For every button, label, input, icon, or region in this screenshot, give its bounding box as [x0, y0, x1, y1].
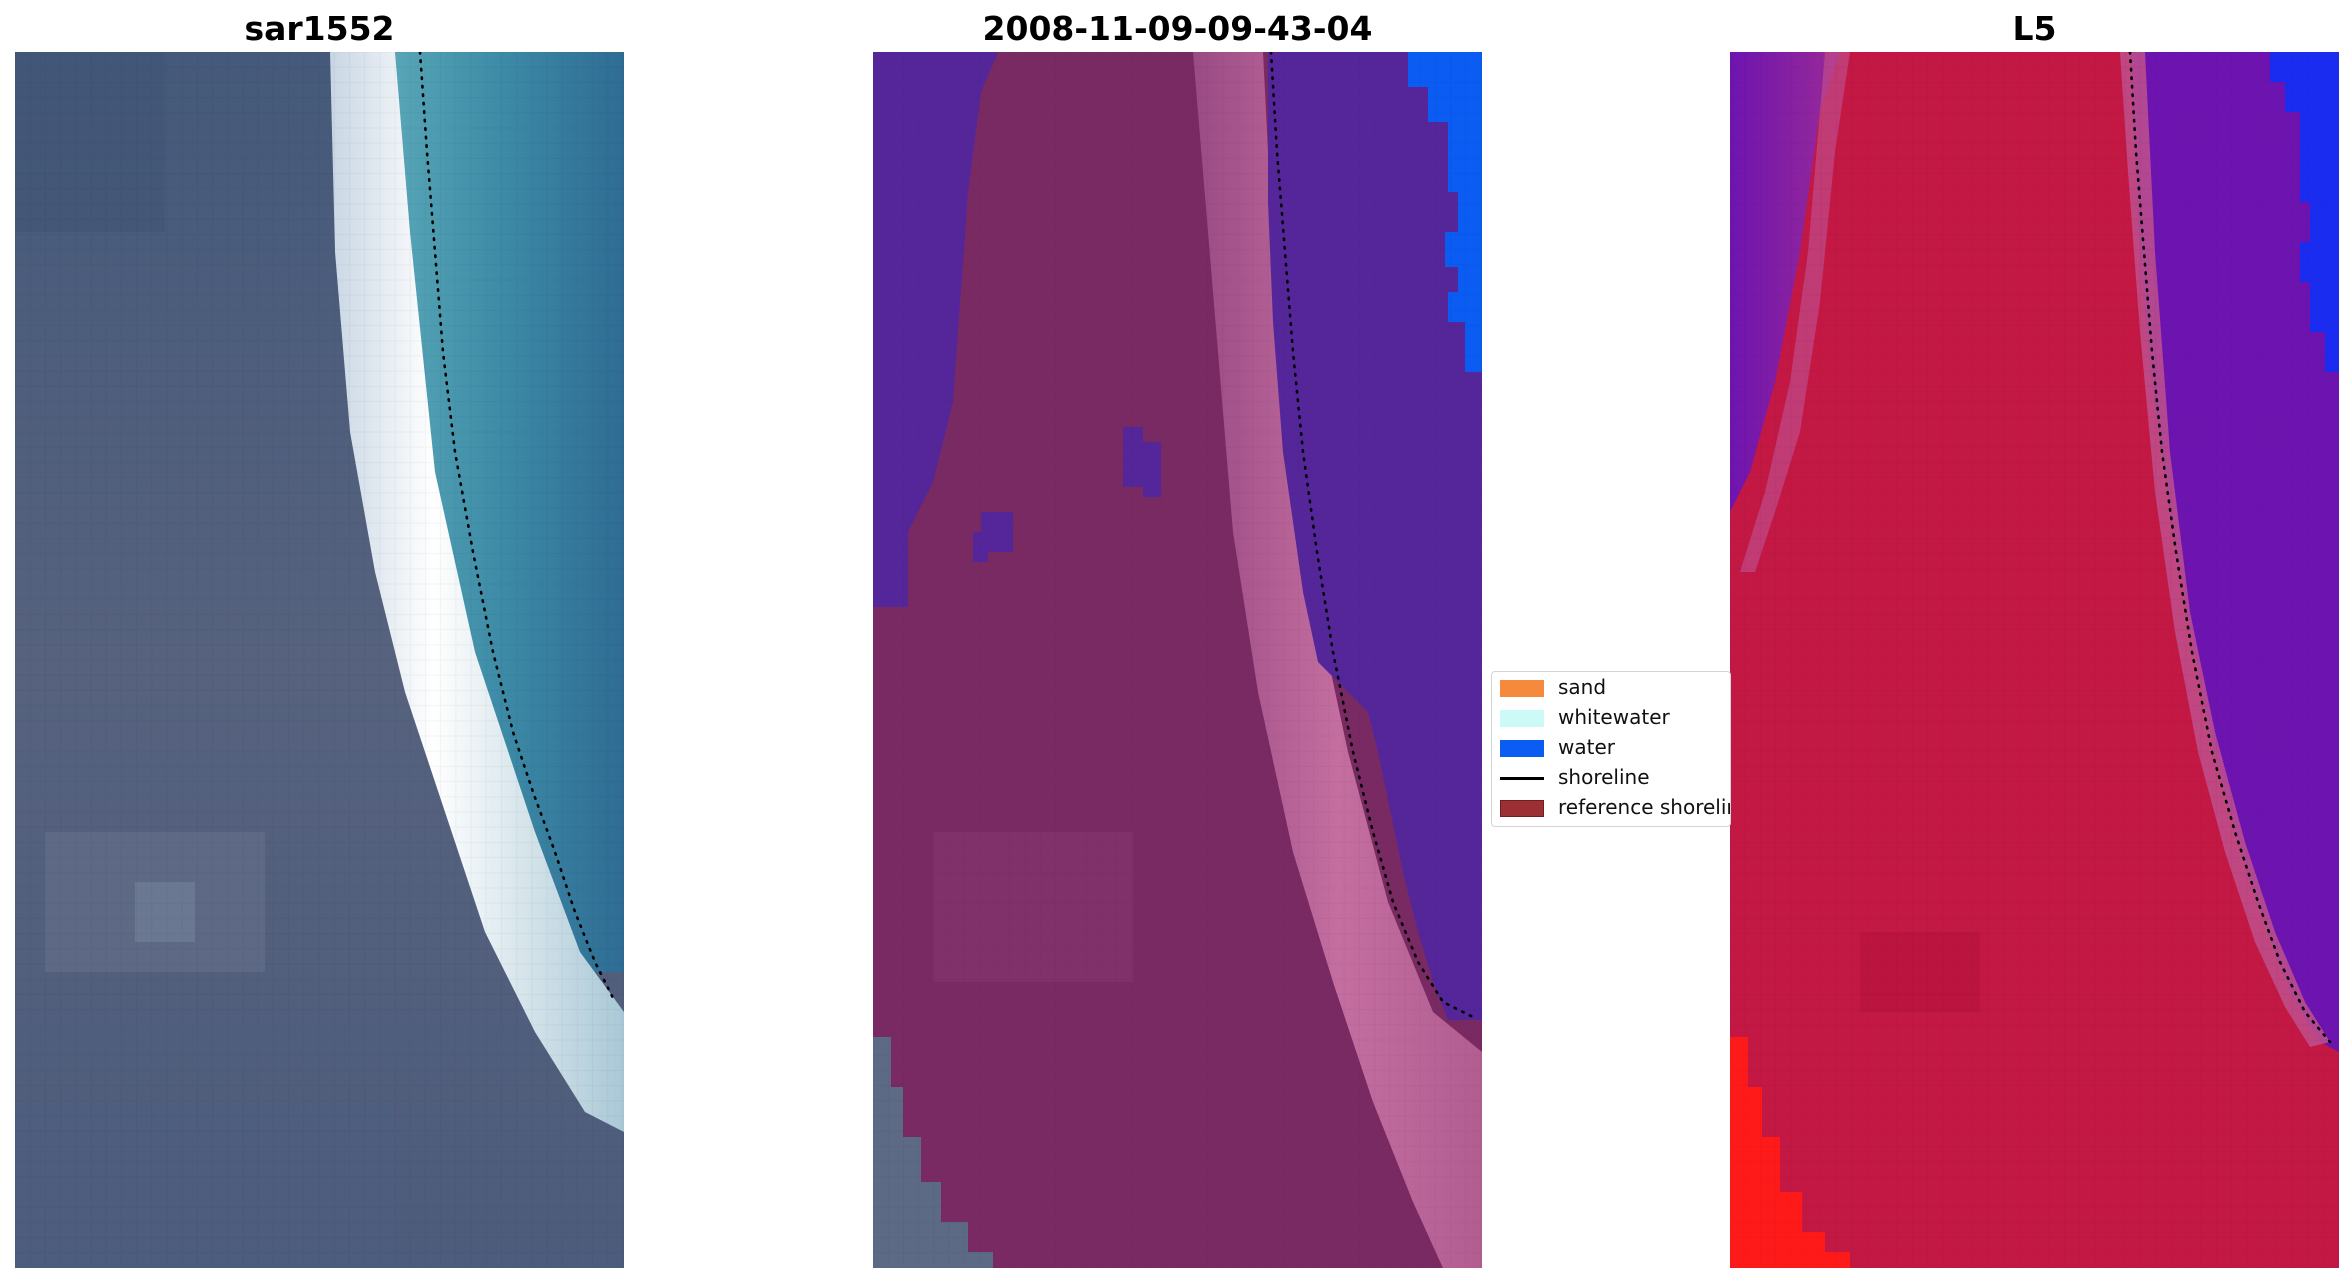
panel-title-classified: 2008-11-09-09-43-04	[982, 9, 1373, 48]
shoreline-trace	[1269, 52, 1475, 1019]
rgb-image	[15, 52, 624, 1268]
legend-item-whitewater: whitewater	[1492, 702, 1730, 732]
index-image	[1730, 52, 2339, 1268]
legend-item-sand: sand	[1492, 672, 1730, 702]
shoreline-trace	[418, 52, 617, 1004]
legend-label-shoreline: shoreline	[1558, 765, 1650, 789]
panel-title-rgb: sar1552	[244, 9, 395, 48]
legend-item-reference-shoreline: reference shoreline	[1492, 792, 1730, 822]
classified-image-panel	[873, 52, 1482, 1268]
legend-label-water: water	[1558, 735, 1615, 759]
legend-item-shoreline: shoreline	[1492, 762, 1730, 792]
rgb-image-panel	[15, 52, 624, 1268]
index-image-panel	[1730, 52, 2339, 1268]
panel-title-ndwi: L5	[2012, 9, 2057, 48]
legend-label-reference-shoreline: reference shoreline	[1558, 795, 1730, 819]
legend-swatch-sand	[1500, 680, 1544, 697]
legend-swatch-reference-shoreline	[1500, 800, 1544, 817]
legend-line-shoreline	[1500, 777, 1544, 780]
classified-image	[873, 52, 1482, 1268]
legend: sand whitewater water shoreline referenc…	[1491, 671, 1731, 827]
legend-swatch-water	[1500, 740, 1544, 757]
legend-label-sand: sand	[1558, 675, 1607, 699]
legend-swatch-whitewater	[1500, 710, 1544, 727]
legend-label-whitewater: whitewater	[1558, 705, 1670, 729]
legend-item-water: water	[1492, 732, 1730, 762]
shoreline-trace	[2128, 52, 2332, 1044]
